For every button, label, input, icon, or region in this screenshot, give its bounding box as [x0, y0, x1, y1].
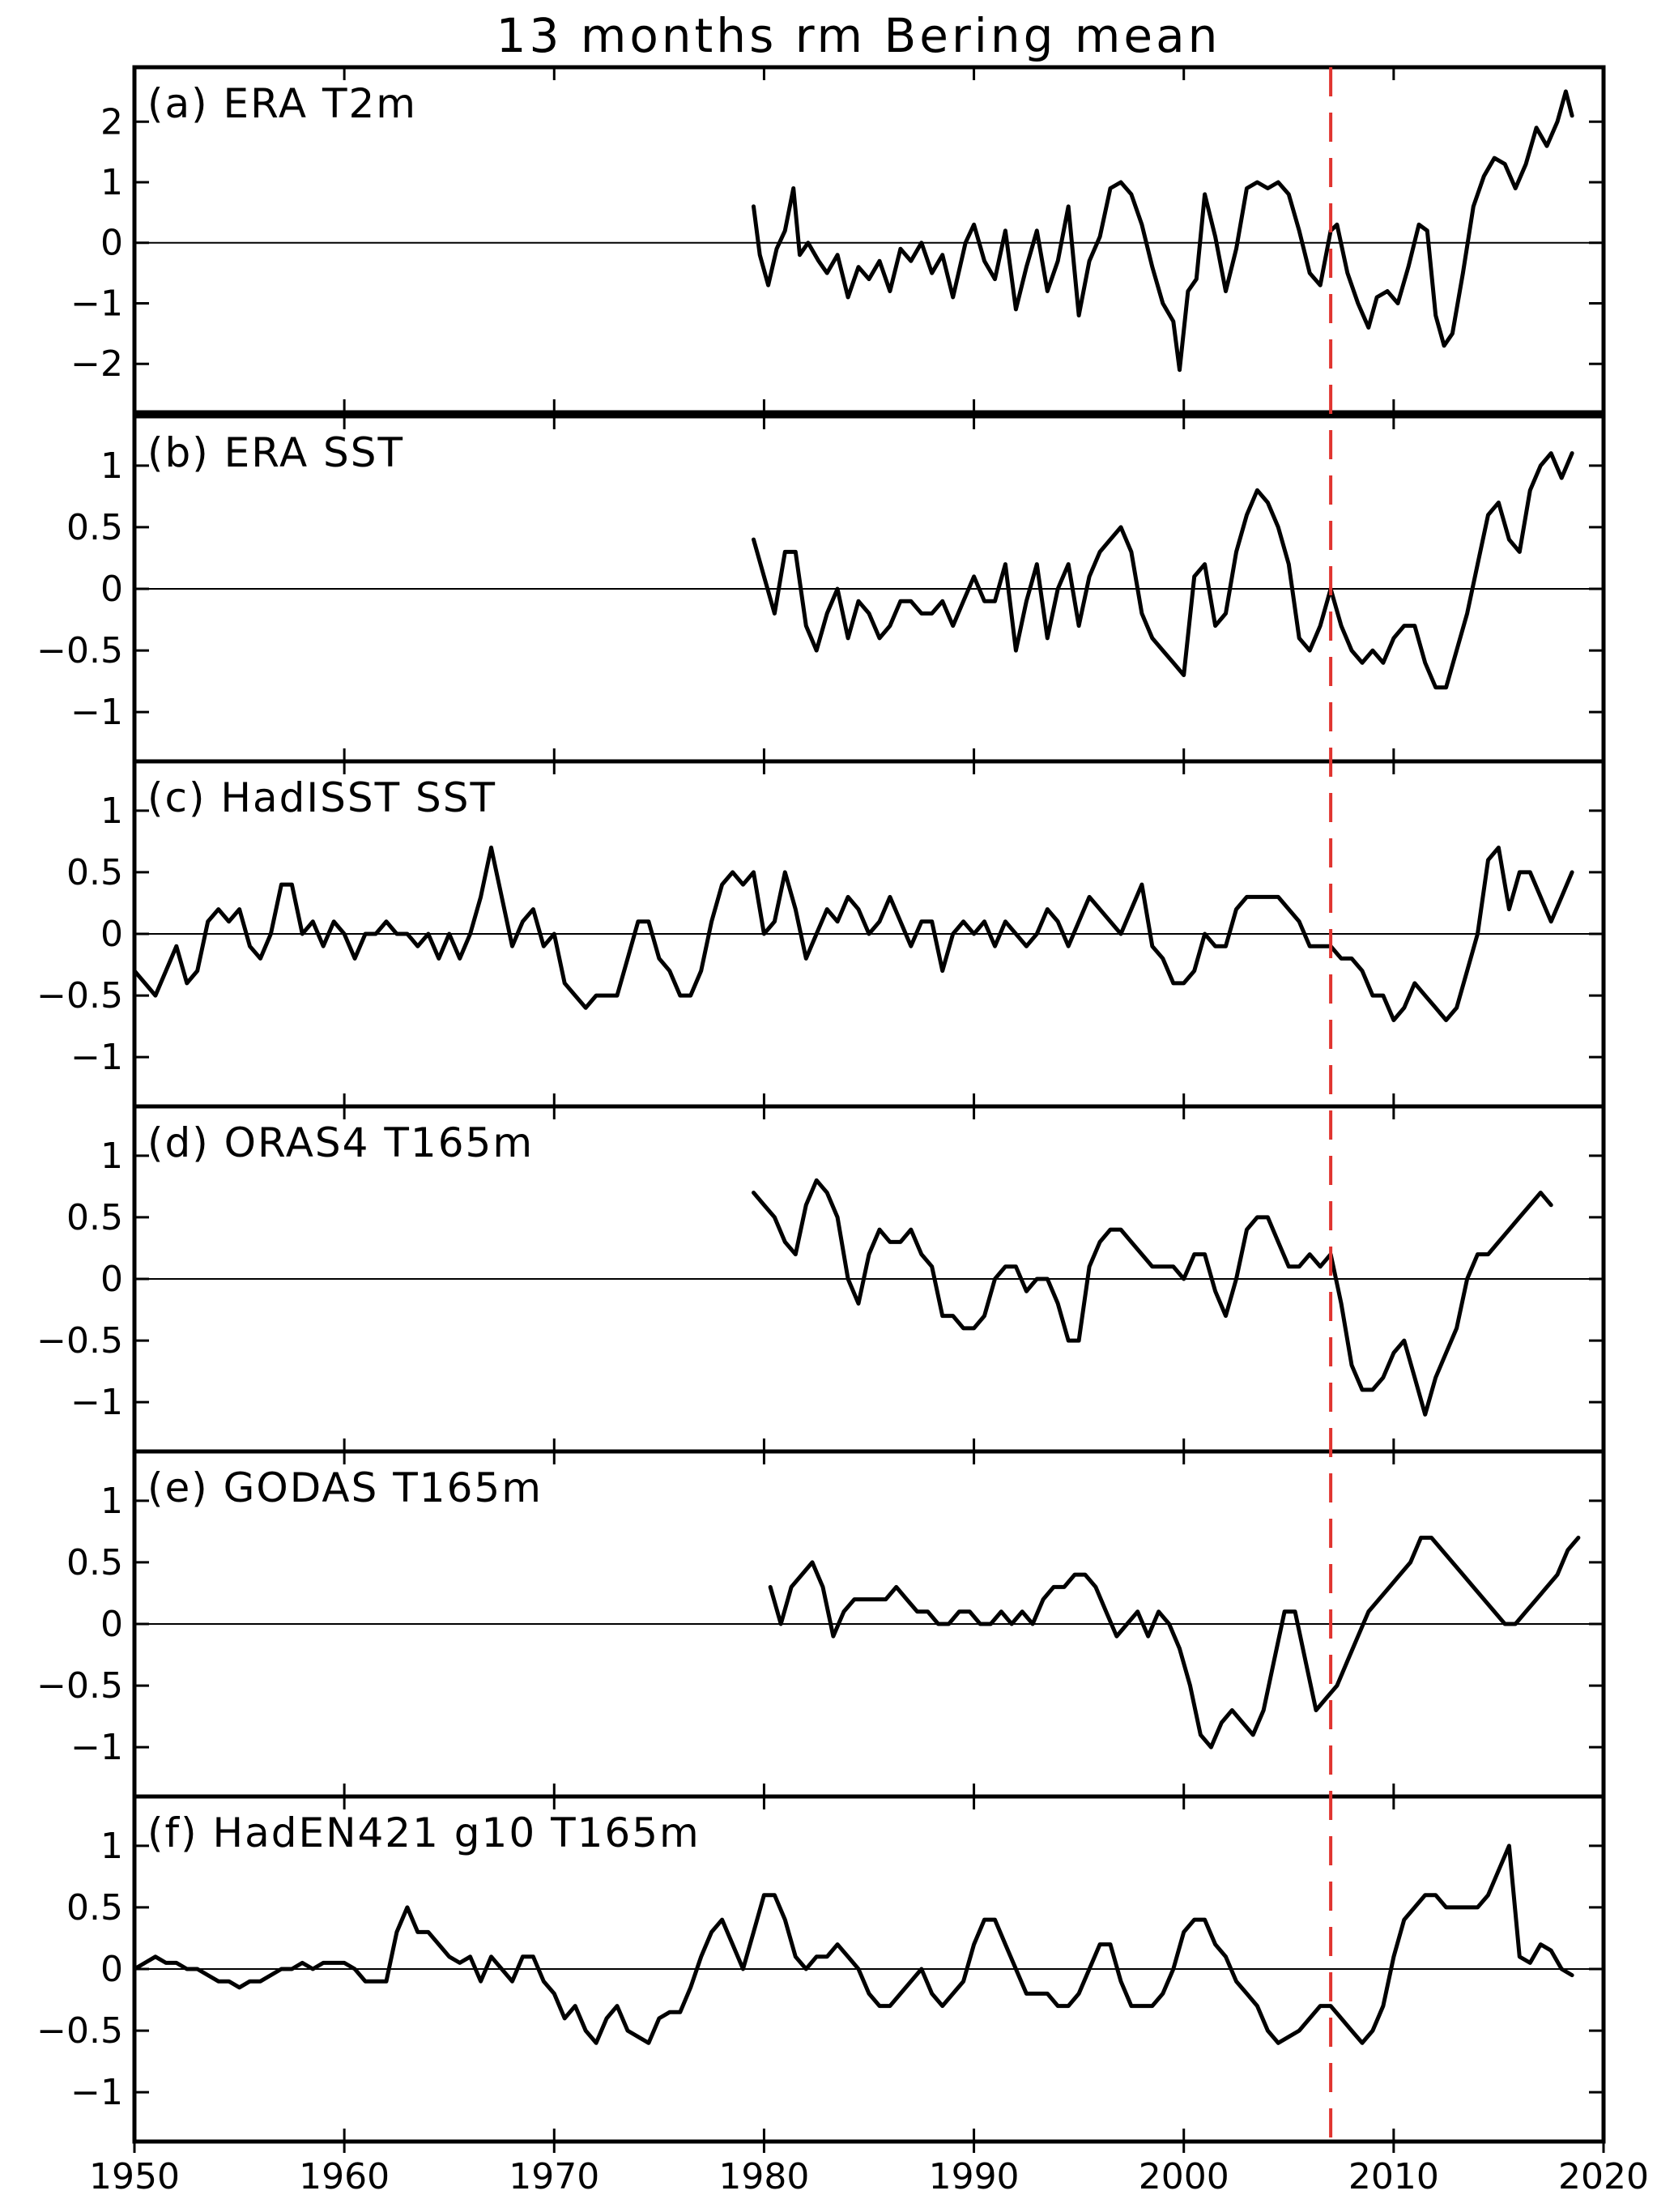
panel-6: 1 0.5 0 −0.5 −1 (f) HadEN421 g10 T165m: [36, 1794, 1606, 2144]
y-tick-label: 0: [100, 914, 123, 955]
y-tick-label: −1: [70, 1727, 123, 1768]
y-tick-label: 0: [100, 1949, 123, 1990]
y-tick-label: −0.5: [36, 1320, 123, 1362]
series-line: [768, 1536, 1581, 1750]
panel-4: 1 0.5 0 −0.5 −1 (d) ORAS4 T165m: [36, 1104, 1606, 1454]
x-tick-label: 1970: [509, 2156, 599, 2197]
series-line: [132, 1843, 1574, 2045]
panel-2: 1 0.5 0 −0.5 −1 (b) ERA SST: [36, 414, 1606, 764]
y-tick-label: 1: [100, 1826, 123, 1867]
y-tick-label: −0.5: [36, 630, 123, 671]
y-tick-label: 0: [100, 223, 123, 264]
panel-label: (e) GODAS T165m: [147, 1464, 543, 1511]
panel-label: (b) ERA SST: [147, 429, 404, 476]
y-tick-label: 1: [100, 1481, 123, 1522]
panel-frame: [132, 65, 1606, 415]
x-tick-label: 1980: [718, 2156, 809, 2197]
panel-5: 1 0.5 0 −0.5 −1 (e) GODAS T165m: [36, 1449, 1606, 1799]
y-tick-label: 0: [100, 569, 123, 610]
x-tick-label: 2000: [1139, 2156, 1229, 2197]
y-tick-label: −0.5: [36, 975, 123, 1016]
panel-label: (a) ERA T2m: [147, 80, 417, 127]
x-axis: 1950 1960 1970 1980 1990 2000 2010 2020: [89, 2142, 1649, 2197]
y-tick-label: −1: [70, 1382, 123, 1423]
y-tick-label: 0: [100, 1259, 123, 1300]
panels-group: 2 1 0 −1 −2 (a) ERA T2m 1 0.5 0 −0.5 −1 (b) ERA SST…: [36, 65, 1606, 2144]
y-tick-label: 0: [100, 1604, 123, 1645]
y-tick-label: 0.5: [66, 1197, 123, 1238]
y-tick-label: 1: [100, 162, 123, 203]
series-line: [132, 846, 1574, 1022]
x-tick-label: 2010: [1348, 2156, 1439, 2197]
x-tick-label: 2020: [1558, 2156, 1649, 2197]
y-tick-label: −1: [70, 1037, 123, 1078]
y-tick-label: 1: [100, 1136, 123, 1177]
y-tick-label: 0.5: [66, 507, 123, 548]
panel-1: 2 1 0 −1 −2 (a) ERA T2m: [70, 65, 1606, 415]
y-tick-label: −2: [70, 343, 123, 385]
y-tick-label: 1: [100, 445, 123, 487]
panel-3: 1 0.5 0 −0.5 −1 (c) HadISST SST: [36, 759, 1606, 1109]
y-tick-label: −1: [70, 692, 123, 733]
y-tick-label: −0.5: [36, 2010, 123, 2052]
panel-label: (d) ORAS4 T165m: [147, 1119, 534, 1166]
y-tick-label: 1: [100, 791, 123, 832]
series-line: [752, 89, 1574, 373]
panel-label: (f) HadEN421 g10 T165m: [147, 1809, 701, 1856]
series-line: [752, 451, 1574, 690]
y-tick-label: −0.5: [36, 1665, 123, 1707]
y-tick-label: 2: [100, 101, 123, 143]
y-tick-label: −1: [70, 2072, 123, 2113]
x-tick-label: 1960: [299, 2156, 390, 2197]
y-tick-label: 0.5: [66, 1887, 123, 1929]
y-tick-label: 0.5: [66, 1542, 123, 1583]
series-line: [752, 1178, 1553, 1417]
panel-label: (c) HadISST SST: [147, 774, 496, 821]
chart-title: 13 months rm Bering mean: [496, 8, 1221, 63]
x-tick-label: 1950: [89, 2156, 180, 2197]
x-tick-label: 1990: [929, 2156, 1020, 2197]
y-tick-label: 0.5: [66, 852, 123, 893]
y-tick-label: −1: [70, 283, 123, 324]
